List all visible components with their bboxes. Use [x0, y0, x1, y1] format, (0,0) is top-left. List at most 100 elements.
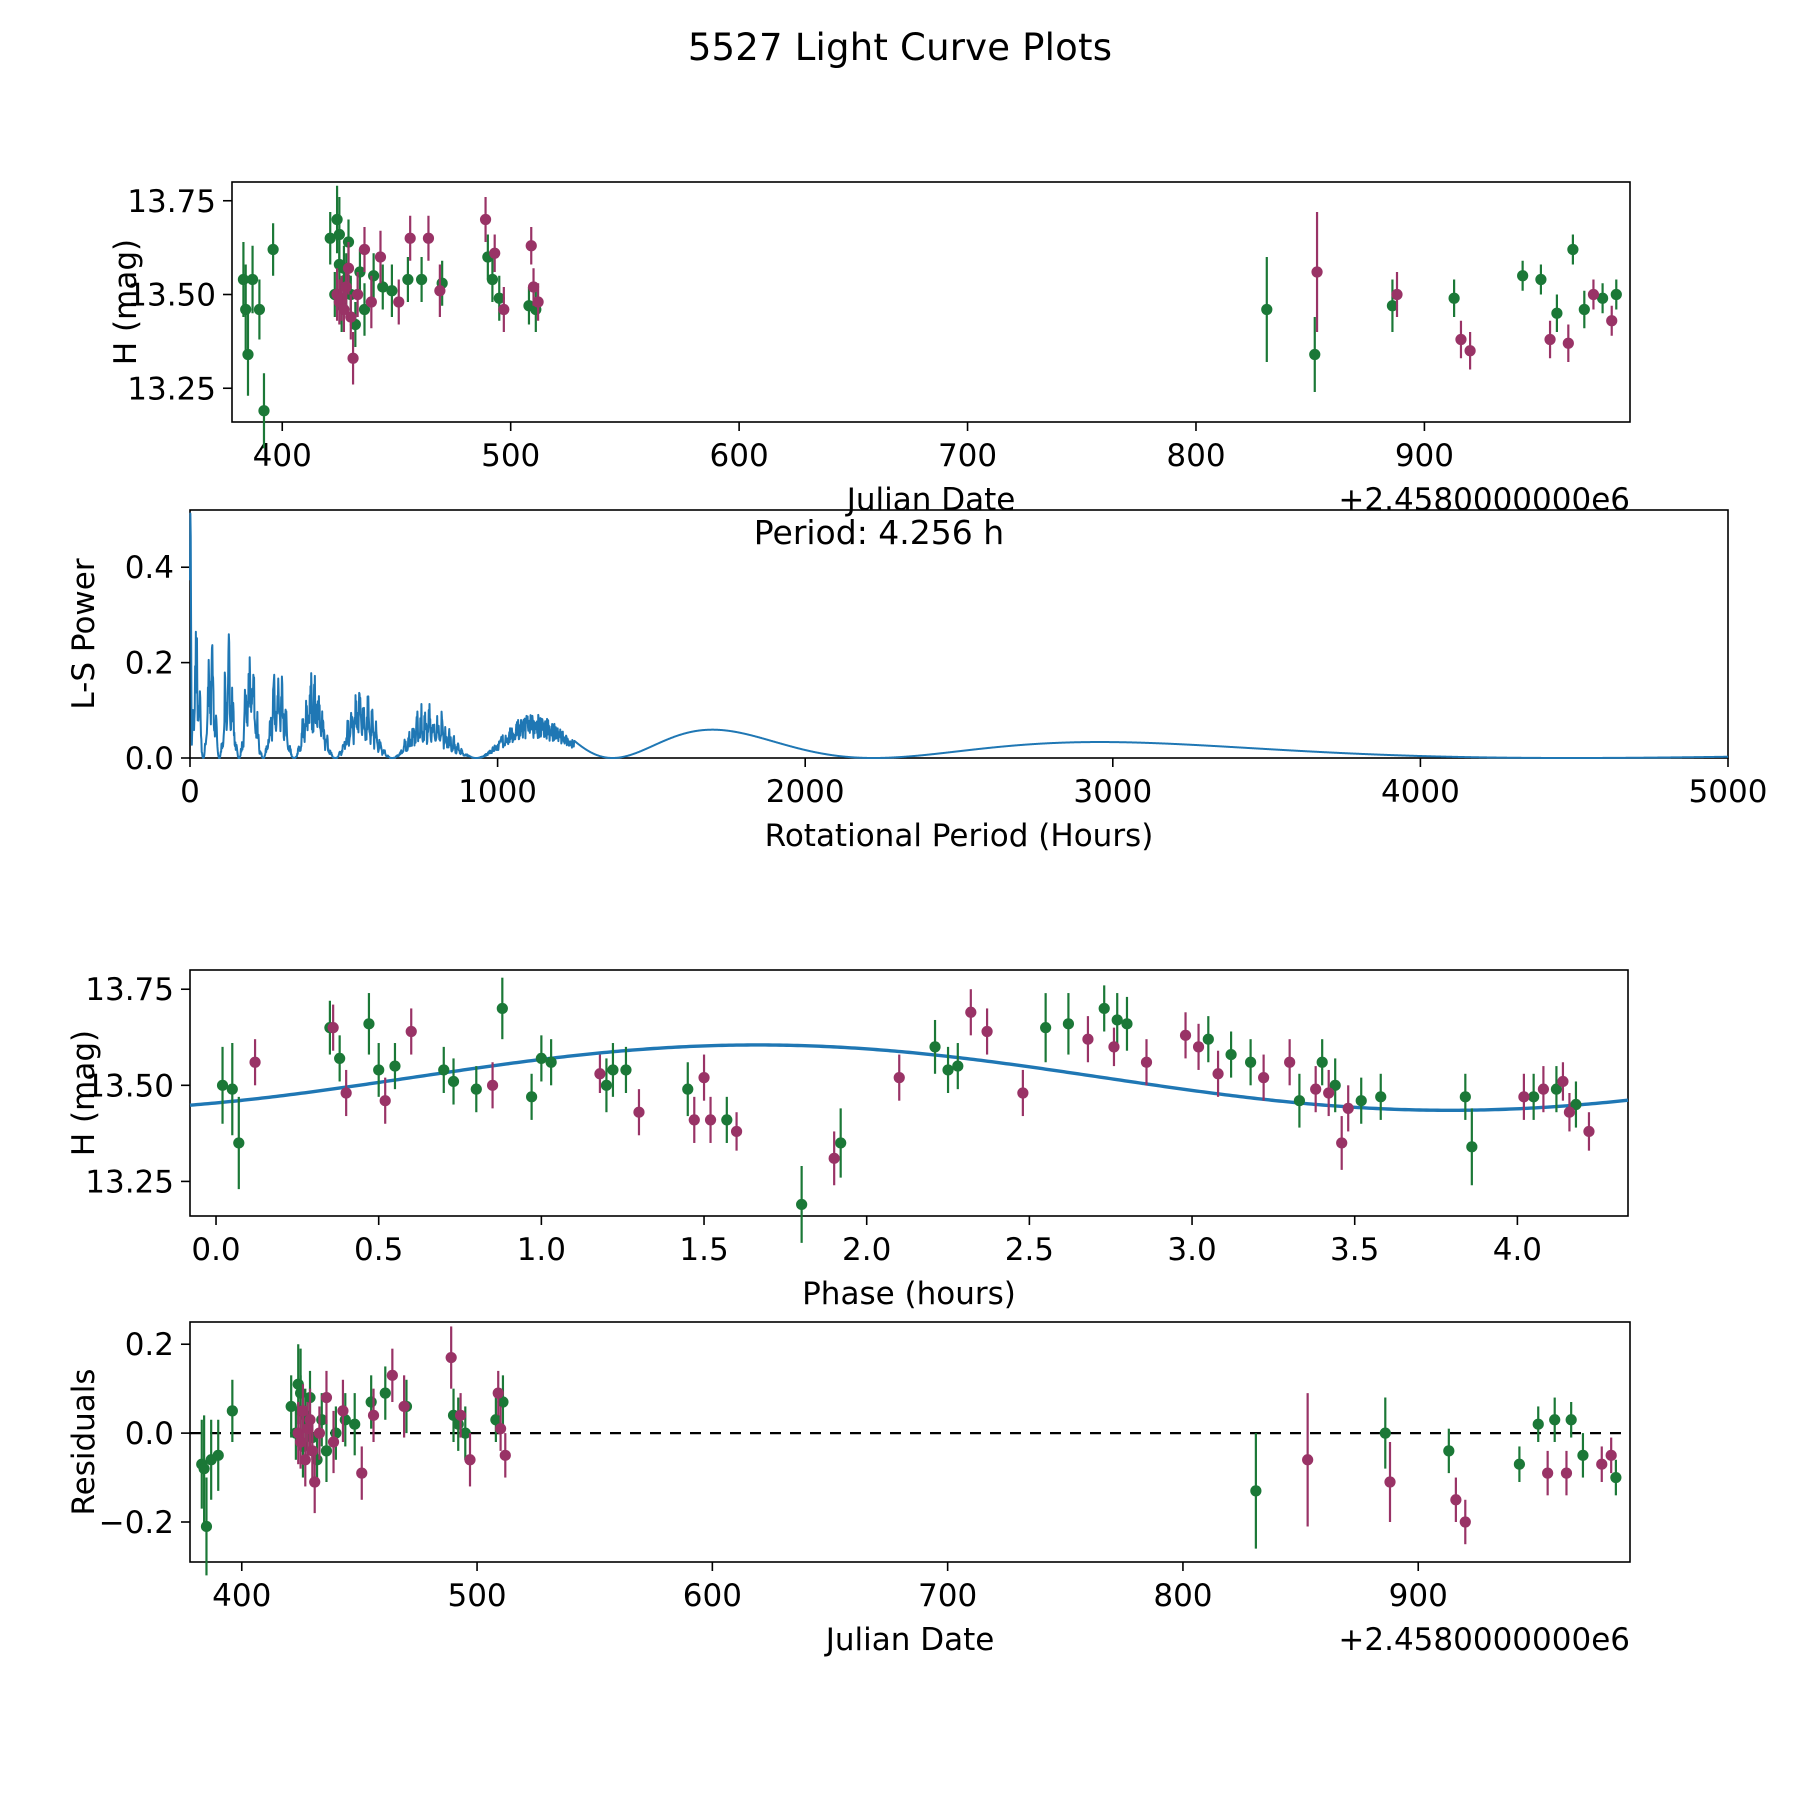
data-point — [688, 1114, 700, 1126]
data-point — [1517, 270, 1529, 282]
data-point — [470, 1083, 482, 1095]
data-point — [1355, 1095, 1367, 1107]
data-point — [835, 1137, 847, 1149]
series-green — [216, 977, 1582, 1243]
data-point — [379, 1387, 391, 1399]
data-point — [535, 1052, 547, 1065]
data-point — [1464, 345, 1476, 357]
data-point — [267, 243, 279, 256]
data-point — [607, 1064, 619, 1076]
data-point — [374, 251, 387, 263]
data-point — [1121, 1018, 1133, 1030]
data-point — [981, 1025, 993, 1038]
data-point — [1450, 1494, 1462, 1506]
panel-annotation: Period: 4.256 h — [754, 513, 1004, 552]
data-point — [600, 1079, 613, 1091]
data-point — [1557, 1075, 1569, 1088]
data-point — [1323, 1087, 1335, 1099]
data-point — [965, 1006, 977, 1018]
x-tick-label: 900 — [1389, 1578, 1448, 1614]
data-point — [704, 1114, 717, 1126]
data-point — [1309, 348, 1321, 361]
data-point — [358, 243, 371, 256]
data-point — [1311, 266, 1323, 278]
data-point — [1386, 300, 1399, 312]
data-point — [324, 232, 336, 244]
data-point — [1610, 1471, 1622, 1484]
data-point — [1258, 1072, 1270, 1084]
data-point — [1565, 1414, 1577, 1426]
data-point — [445, 1351, 457, 1364]
data-point — [721, 1114, 733, 1126]
data-point — [1293, 1095, 1306, 1107]
data-point — [1513, 1458, 1526, 1470]
data-point — [698, 1072, 710, 1084]
data-point — [1459, 1516, 1471, 1528]
x-tick-label: 4.0 — [1493, 1232, 1542, 1268]
model-fit-curve — [189, 1043, 1629, 1113]
plot-lightcurve: 400 500 600 700 800 900 13.25 13.50 13.75 Julian … — [108, 181, 1631, 518]
data-point — [1544, 333, 1556, 346]
data-point — [459, 1427, 471, 1439]
x-tick-label: 5000 — [1689, 774, 1768, 810]
x-tick-label: 800 — [1153, 1578, 1212, 1614]
data-point — [479, 213, 492, 226]
x-tick-label: 4000 — [1381, 774, 1460, 810]
x-tick-label: 600 — [683, 1578, 742, 1614]
data-point — [240, 303, 252, 316]
series-green — [196, 1344, 1622, 1576]
x-axis-offset-label: +2.4580000000e6 — [1338, 1622, 1630, 1658]
data-point — [379, 1095, 391, 1107]
data-point — [1212, 1068, 1224, 1080]
data-point — [633, 1106, 645, 1118]
data-point — [242, 348, 254, 361]
data-point — [327, 1022, 339, 1034]
x-tick-label: 2000 — [766, 774, 845, 810]
data-point — [1551, 307, 1563, 319]
data-point — [1583, 1125, 1595, 1138]
data-point — [438, 1064, 450, 1076]
data-point — [1098, 1002, 1110, 1015]
data-point — [486, 1079, 499, 1091]
x-tick-label: 400 — [253, 438, 312, 474]
data-point — [365, 296, 377, 308]
x-tick-label: 1.5 — [679, 1232, 728, 1268]
data-point — [1329, 1079, 1341, 1091]
data-point — [368, 270, 380, 282]
x-tick-label: 500 — [481, 438, 540, 474]
data-point — [942, 1064, 954, 1076]
data-point — [929, 1041, 941, 1053]
data-point — [1310, 1083, 1322, 1095]
data-point — [373, 1064, 385, 1076]
data-point — [828, 1152, 840, 1164]
x-tick-label: 900 — [1395, 438, 1454, 474]
data-point — [294, 1436, 307, 1448]
data-point — [1384, 1476, 1396, 1488]
data-point — [447, 1075, 460, 1088]
y-tick-label: 0.2 — [125, 1327, 174, 1363]
y-tick-label: 13.25 — [127, 371, 216, 407]
data-point — [1017, 1087, 1029, 1099]
data-point — [526, 1091, 538, 1103]
data-point — [1375, 1091, 1387, 1103]
data-point — [1192, 1041, 1205, 1053]
data-point — [1082, 1033, 1094, 1045]
x-axis-offset-label: +2.4580000000e6 — [1338, 482, 1630, 518]
data-point — [313, 1427, 326, 1439]
x-axis-label: Phase (hours) — [802, 1276, 1016, 1312]
x-tick-label: 0.0 — [191, 1232, 240, 1268]
axes-frame — [231, 181, 1631, 423]
data-point — [796, 1198, 808, 1211]
data-point — [386, 285, 398, 297]
data-point — [258, 405, 270, 417]
panel-periodogram: 0 1000 2000 3000 4000 5000 0.0 0.2 0.4 Rotational… — [0, 500, 1800, 940]
data-point — [1140, 1056, 1153, 1068]
data-point — [1342, 1102, 1354, 1114]
data-point — [1284, 1056, 1296, 1068]
data-point — [1443, 1445, 1455, 1457]
data-point — [405, 1025, 417, 1038]
data-point — [327, 1436, 340, 1448]
data-point — [525, 240, 537, 252]
data-point — [1563, 1106, 1576, 1118]
